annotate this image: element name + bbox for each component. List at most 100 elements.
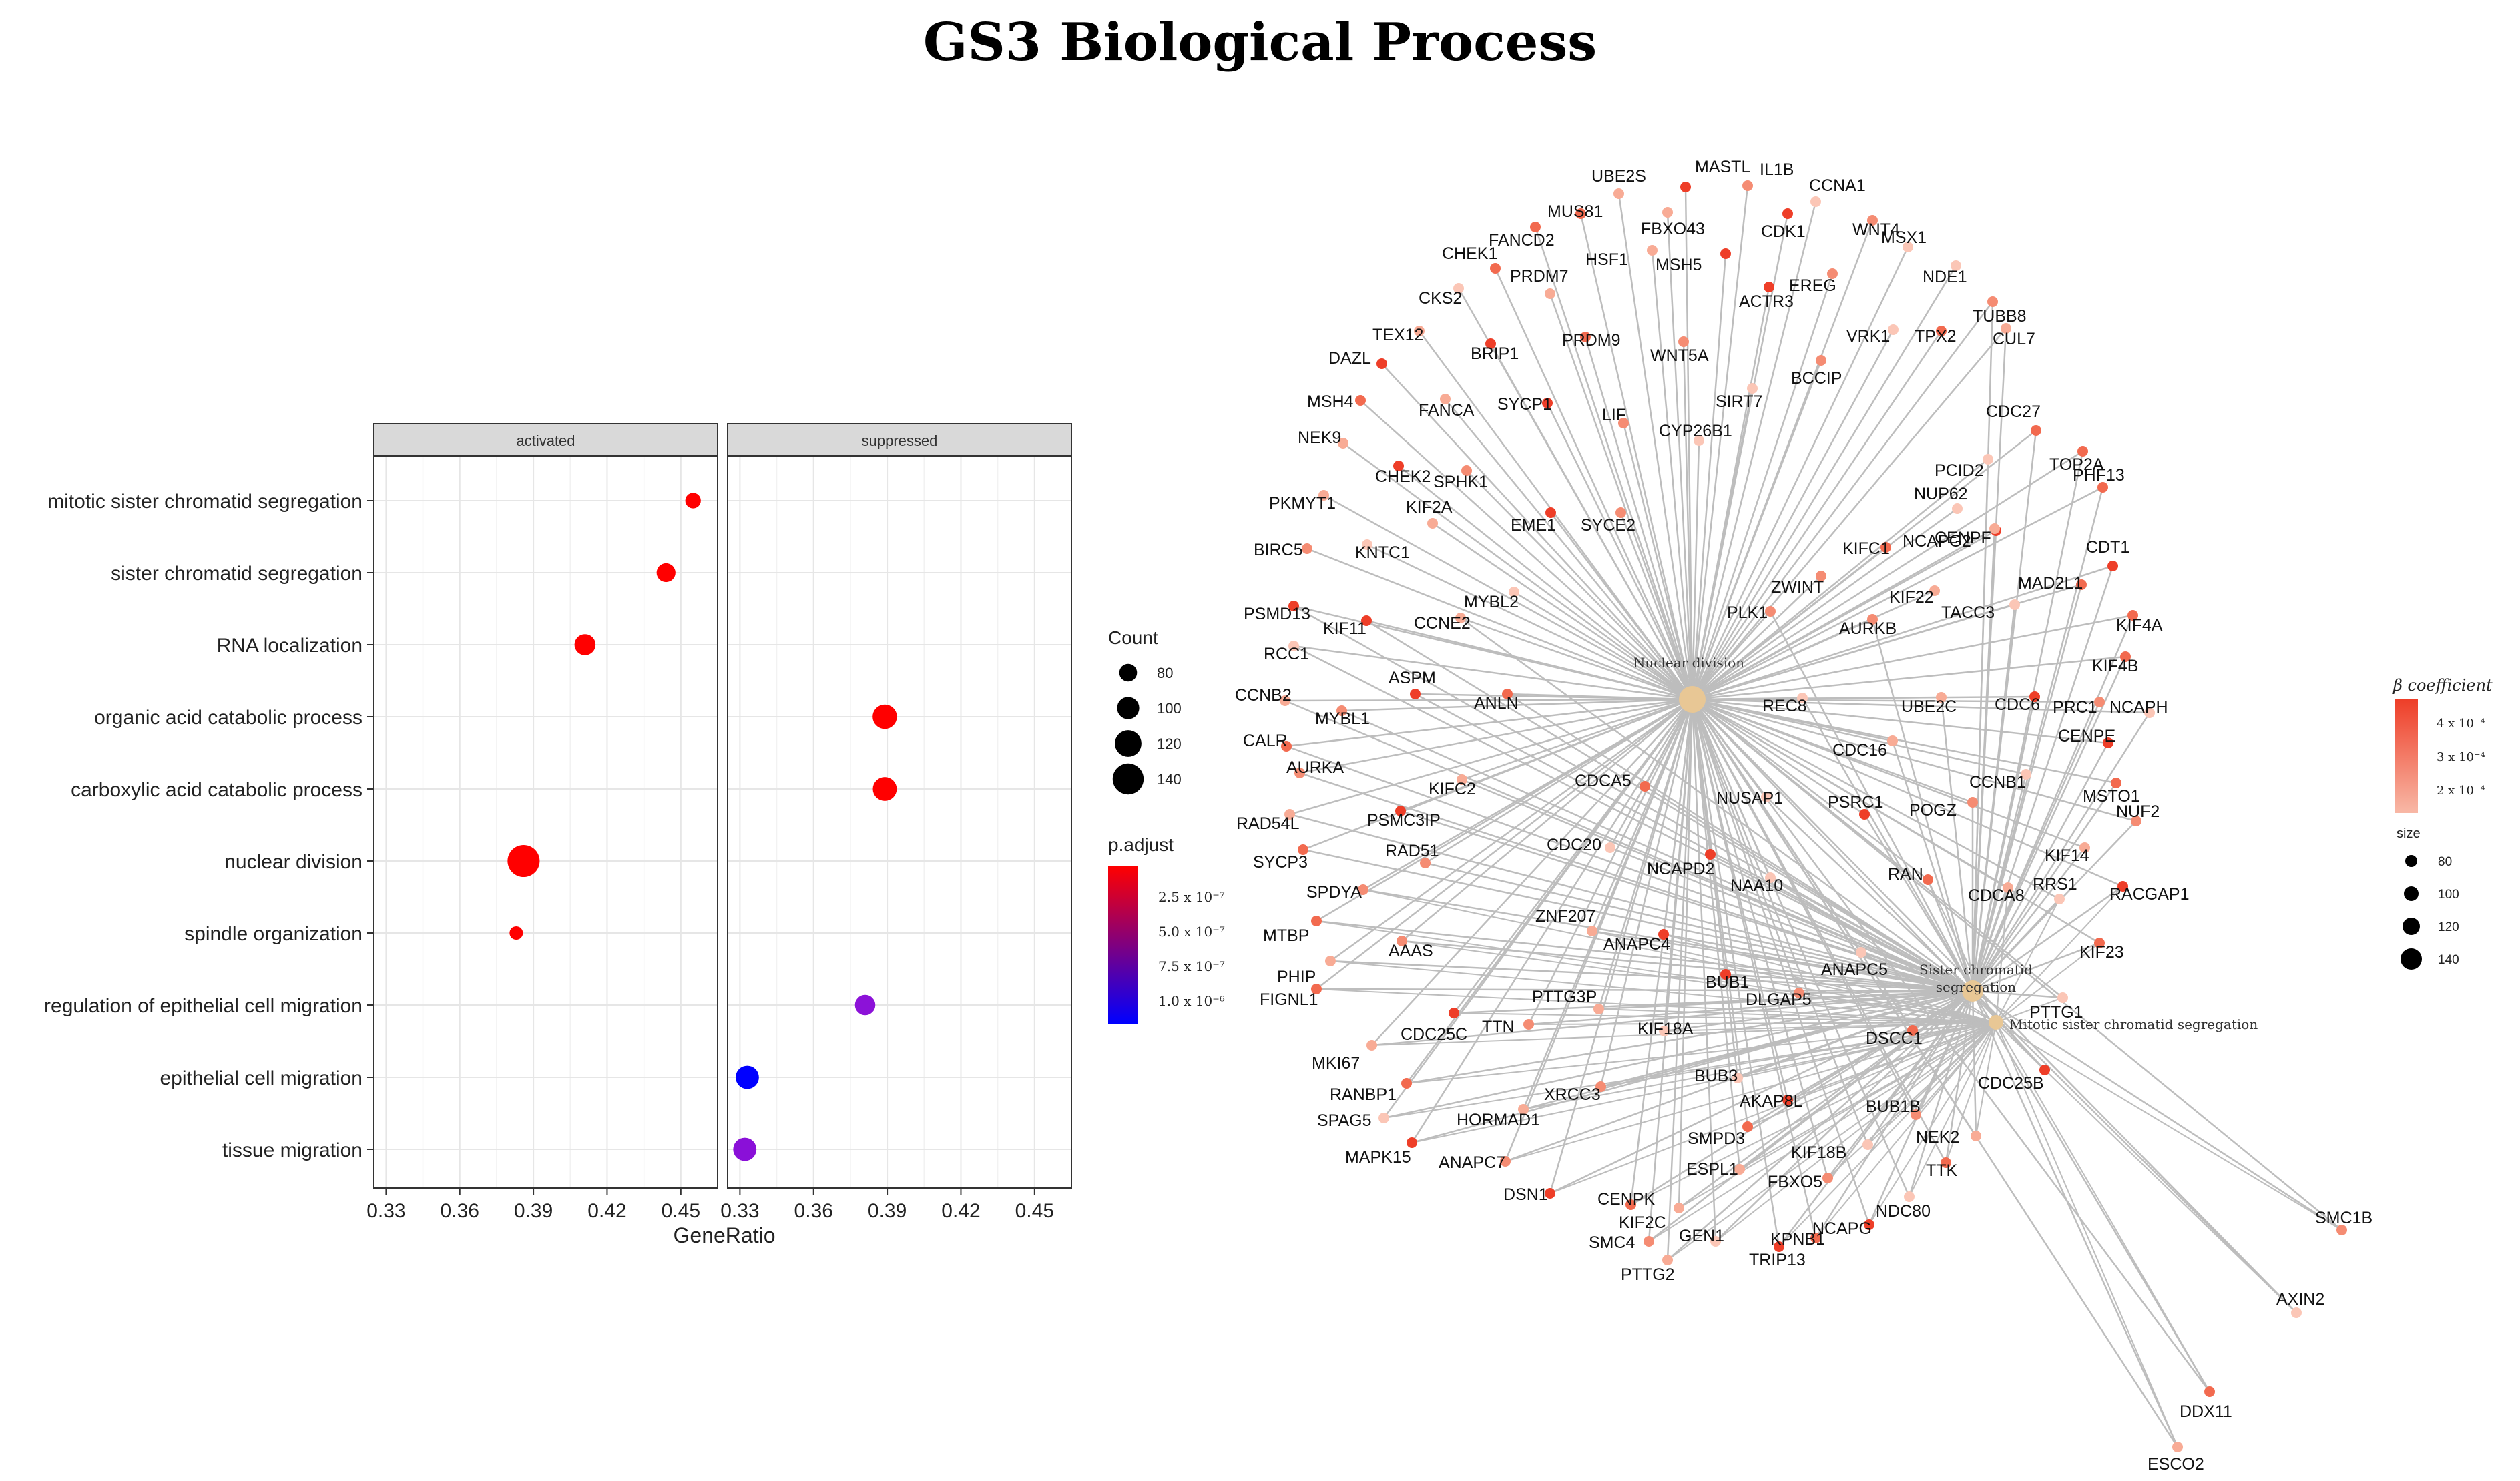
dot-nuclear-division (507, 844, 540, 878)
gene-label-cdk1: CDK1 (1761, 222, 1806, 241)
edge-mitotic-kif23 (1995, 942, 2100, 1023)
edge-ccnb1 (1692, 698, 2027, 776)
edge-pcid2 (1692, 459, 1989, 700)
edge-msh5 (1691, 253, 1727, 700)
edge-hsf1 (1651, 250, 1694, 700)
gene-label-anln: ANLN (1474, 694, 1519, 713)
gene-label-anapc5: ANAPC5 (1821, 960, 1888, 979)
gene-node-msh4 (1355, 395, 1366, 406)
legend-size-title: size (2397, 826, 2421, 841)
gene-node-bccip (1816, 355, 1826, 366)
legend-count-label: 80 (1157, 665, 1173, 681)
gene-label-dlgap5: DLGAP5 (1746, 990, 1812, 1009)
edge-seg-gen1 (1715, 990, 1973, 1242)
gene-label-bub3: BUB3 (1694, 1067, 1738, 1085)
gene-node-ncapd2 (1705, 849, 1716, 860)
gene-node-kifc2 (1457, 774, 1467, 785)
gene-node-msh5 (1720, 248, 1731, 259)
gene-label-smc1b: SMC1B (2315, 1209, 2372, 1227)
gene-node-akap8l (1782, 1095, 1793, 1105)
gene-node-ncaph (2144, 707, 2155, 718)
gene-label-esco2: ESCO2 (2148, 1455, 2204, 1474)
gene-node-aaas (1397, 936, 1407, 946)
edge-seg-racgap1 (1972, 885, 2123, 992)
edge-cdc25b (1692, 699, 2045, 1071)
edge-trip13 (1691, 699, 1780, 1247)
gene-label-pkmyt1: PKMYT1 (1269, 494, 1336, 513)
gene-node-pttg1 (2057, 992, 2068, 1003)
gene-label-mybl1: MYBL1 (1315, 709, 1370, 728)
edge-spag5 (1382, 699, 1694, 1119)
gene-node-ccnb1 (2021, 769, 2031, 780)
gene-label-tpx2: TPX2 (1915, 327, 1957, 346)
gene-node-gen1 (1710, 1236, 1721, 1247)
gene-node-smc4 (1644, 1236, 1654, 1247)
gene-label-kifc1: KIFC1 (1842, 539, 1890, 558)
edge-xrcc3 (1599, 699, 1694, 1087)
edge-seg-spag5 (1383, 990, 1973, 1119)
edge-kntc1 (1366, 543, 1693, 701)
edge-seg-kif14 (1972, 847, 2085, 992)
legend-beta-label: 4 x 10⁻⁴ (2437, 717, 2485, 731)
gene-node-nup62 (1952, 503, 1963, 514)
legend-size-label: 120 (2438, 920, 2459, 934)
edge-rad54l (1289, 698, 1693, 816)
gene-label-rrs1: RRS1 (2033, 875, 2077, 894)
gene-label-fancd2: FANCD2 (1489, 231, 1555, 250)
gene-label-ereg: EREG (1789, 276, 1836, 295)
gene-label-mus81: MUS81 (1547, 202, 1603, 221)
network-edges (1284, 185, 2342, 1448)
edge-top2a (1692, 450, 2083, 701)
gene-node-cdc25c (1449, 1008, 1459, 1018)
gene-node-anapc5 (1856, 947, 1866, 958)
gene-label-cdc16: CDC16 (1832, 741, 1887, 760)
edge-seg-mtbp (1316, 920, 1973, 992)
legend-count-dot (1117, 697, 1140, 719)
gene-label-ttk: TTK (1926, 1161, 1958, 1180)
edge-chek2 (1398, 465, 1693, 700)
edge-mitotic-aaas (1401, 940, 1997, 1023)
gene-label-ncapg: NCAPG (1812, 1219, 1872, 1238)
gene-node-kif11 (1361, 615, 1372, 626)
x-tick-label: 0.42 (941, 1200, 980, 1222)
edge-seg-psrc1 (1863, 814, 1974, 992)
gene-label-kif4a: KIF4A (2116, 616, 2163, 635)
gene-node-tubb8 (1987, 296, 1998, 307)
gene-node-cdc20 (1605, 842, 1615, 853)
gene-node-cdt1 (2107, 561, 2118, 571)
gene-label-cdca8: CDCA8 (1968, 886, 2025, 905)
gene-label-kpnb1: KPNB1 (1770, 1230, 1825, 1249)
edge-brip1 (1489, 343, 1694, 700)
edge-anln (1507, 693, 1693, 701)
gene-label-sirt7: SIRT7 (1716, 392, 1762, 411)
gene-label-nek2: NEK2 (1916, 1128, 1959, 1147)
edge-mitotic-smc1b (1995, 1022, 2342, 1231)
gene-node-mus81 (1575, 208, 1586, 219)
gene-node-spdya (1358, 884, 1368, 895)
gene-label-brip1: BRIP1 (1471, 344, 1519, 363)
dot-sister-chromatid-segregation (656, 563, 676, 583)
gene-node-nde1 (1951, 260, 1961, 271)
gene-label-cdc25c: CDC25C (1401, 1025, 1467, 1044)
edge-seg-aurkb (1871, 619, 1974, 992)
dot-mitotic-sister-chromatid-segregation (685, 493, 701, 509)
panel-border (727, 455, 1072, 1189)
edge-mitotic-trip13 (1778, 1022, 1997, 1247)
gene-node-kpnb1 (1810, 1233, 1821, 1243)
edge-kif14 (1692, 698, 2085, 849)
legend-padjust-colorbar (1108, 866, 1138, 1024)
edge-kif11 (1366, 619, 1693, 701)
gene-node-ccnb2 (1280, 695, 1290, 706)
edge-mki67 (1371, 699, 1693, 1046)
edge-prdm7 (1549, 293, 1694, 700)
edge-mitotic-bub1 (1725, 974, 1997, 1023)
legend-count-label: 140 (1157, 771, 1182, 788)
gene-node-kif23 (2094, 938, 2105, 948)
edge-kifc2 (1461, 698, 1693, 781)
gene-label-kifc2: KIFC2 (1429, 780, 1476, 798)
gene-label-zwint: ZWINT (1771, 578, 1824, 597)
edge-seg-msto1 (1971, 782, 2117, 992)
edge-seg-axin2 (1972, 990, 2297, 1313)
edge-mtbp (1316, 698, 1693, 922)
